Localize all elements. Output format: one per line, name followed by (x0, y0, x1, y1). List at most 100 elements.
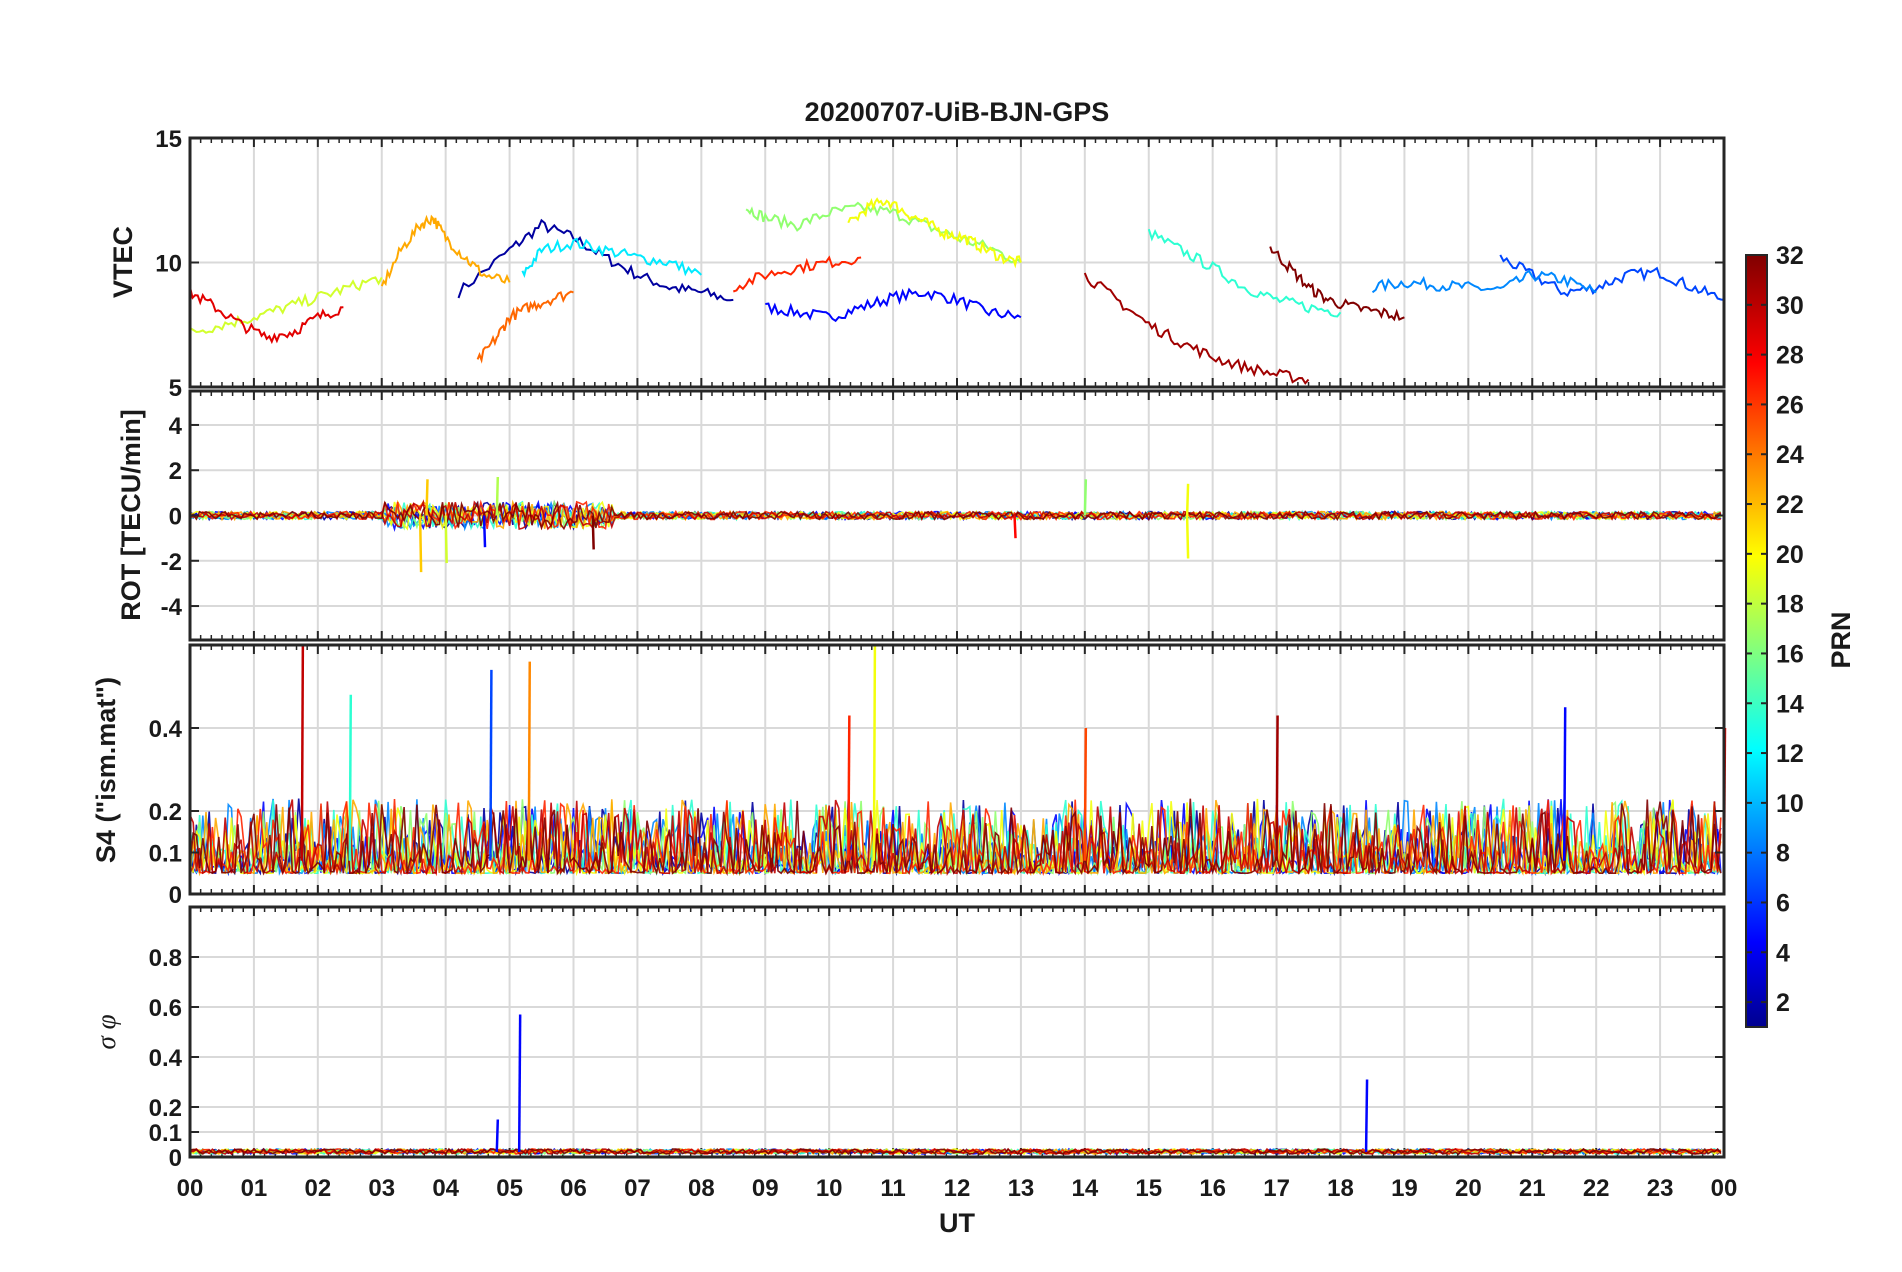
sigma-phi-spike (495, 1119, 500, 1153)
rot-ytick-layer: -4 -2 0 2 4 (161, 413, 1724, 621)
s4-peak (1562, 707, 1567, 861)
x-tick-label: 05 (496, 1175, 523, 1202)
vtec-series-prn-2 (457, 218, 734, 302)
noise-trace-prn-32 (189, 798, 1722, 876)
rot-spike (425, 479, 429, 516)
y-tick-label: 0.4 (149, 1045, 183, 1072)
x-tick-label: 00 (1711, 1175, 1738, 1202)
vtec-series-prn-19 (189, 276, 383, 334)
colorbar-tick-label: 20 (1776, 541, 1804, 569)
sigma-phi-ytick-layer: 00.10.2 0.4 0.6 0.8 (149, 945, 1724, 1172)
vtec-ytick-layer: 5 10 15 (155, 126, 1724, 402)
noise-layer (189, 1147, 1722, 1156)
vtec-series-prn-25 (476, 290, 574, 364)
y-tick-label: 0.2 (149, 799, 182, 826)
colorbar-tick-label: 4 (1776, 939, 1790, 967)
s4-peak (300, 644, 305, 861)
rot-spike (418, 515, 423, 573)
rot-spike (1185, 483, 1190, 516)
x-tick-label: 13 (1008, 1175, 1035, 1202)
x-tick-label: 07 (624, 1175, 651, 1202)
colorbar-tick-label: 2 (1776, 989, 1790, 1017)
rot-spike (591, 515, 595, 550)
y-tick-label: 0.1 (149, 841, 182, 868)
y-tick-label: 4 (169, 413, 183, 440)
noise-trace-prn-32 (189, 1147, 1722, 1156)
s4-peak (348, 694, 353, 861)
noise-layer (189, 798, 1722, 877)
s4-peak (1083, 727, 1088, 861)
x-tick-label: 08 (688, 1175, 715, 1202)
sigma-phi-axes-box (188, 905, 1726, 1159)
rot-spike (444, 515, 448, 564)
rot-spike (1083, 479, 1088, 516)
sigma-phi-panel: 00.10.2 0.4 0.6 0.8 σ φ (91, 905, 1726, 1172)
y-tick-label: 0.2 (149, 1095, 182, 1122)
s4-series-layer (189, 644, 1727, 877)
colorbar-tick-label: 18 (1776, 591, 1804, 619)
s4-peak (1275, 715, 1279, 861)
s4-peak (527, 661, 532, 861)
x-tick-label: 22 (1583, 1175, 1610, 1202)
colorbar-tick-label: 12 (1776, 740, 1804, 768)
vtec-series-prn-31 (1083, 272, 1310, 385)
sigma-phi-ylabel: σ φ (91, 1014, 121, 1049)
x-tick-label: 21 (1519, 1175, 1546, 1202)
x-tick-label: 02 (304, 1175, 331, 1202)
x-tick-label: 11 (880, 1175, 905, 1202)
x-tick-label: 00 (177, 1175, 204, 1202)
y-tick-label: -4 (161, 594, 183, 621)
colorbar-tick-label: 22 (1776, 491, 1804, 519)
colorbar-gradient (1745, 254, 1768, 1028)
x-tick-labels: 00 01 02 03 04 05 06 07 08 09 10 11 12 13 14 15 16 17 18 19… (177, 1175, 1738, 1202)
vtec-series-prn-20 (847, 197, 1022, 269)
vtec-series-prn-9 (1371, 269, 1597, 294)
x-tick-label: 03 (368, 1175, 395, 1202)
x-tick-label: 15 (1135, 1175, 1162, 1202)
colorbar-tick-label: 10 (1776, 790, 1804, 818)
x-tick-label: 18 (1327, 1175, 1354, 1202)
rot-ylabel: ROT [TECU/min] (116, 409, 146, 620)
colorbar-tick-label: 6 (1776, 889, 1790, 917)
s4-peak (847, 715, 851, 861)
x-tick-label: 06 (560, 1175, 587, 1202)
vtec-series-prn-32 (1269, 246, 1405, 322)
x-tick-label: 10 (816, 1175, 843, 1202)
sigma-phi-spike (517, 1014, 522, 1153)
sigma-phi-spike (1364, 1079, 1369, 1153)
y-tick-label: 0.8 (149, 945, 182, 972)
colorbar-label: PRN (1826, 611, 1856, 668)
s4-ylabel: S4 ("ism.mat") (91, 677, 121, 863)
s4-peak (872, 644, 877, 861)
noise-trace-prn-14 (189, 798, 1721, 877)
y-tick-label: 0.6 (149, 995, 182, 1022)
x-tick-label: 09 (752, 1175, 779, 1202)
y-tick-label: 2 (169, 458, 182, 485)
x-tick-label: 17 (1263, 1175, 1290, 1202)
s4-peak (489, 669, 493, 861)
y-tick-label: 0.4 (149, 716, 183, 743)
vtec-ylabel: VTEC (108, 226, 138, 298)
y-tick-label: 10 (155, 251, 182, 278)
y-tick-label: 0 (169, 882, 182, 909)
vtec-series-prn-14 (1147, 228, 1342, 318)
vtec-series-prn-12 (521, 237, 702, 278)
y-tick-label: 15 (155, 126, 182, 153)
rot-spike (495, 476, 500, 516)
s4-axes-box (188, 643, 1726, 896)
colorbar-tick-label: 16 (1776, 640, 1804, 668)
colorbar-tick-label: 8 (1776, 840, 1790, 868)
x-axis-label: UT (939, 1208, 975, 1238)
s4-panel: 0 0.1 0.2 0.4 S4 ("ism.mat") (91, 643, 1727, 909)
y-tick-label: -2 (161, 549, 182, 576)
colorbar-tick-label: 32 (1776, 242, 1804, 270)
colorbar-tick-label: 30 (1776, 292, 1804, 320)
vtec-series-prn-23 (380, 214, 511, 287)
y-tick-label: 0.1 (149, 1120, 182, 1147)
x-tick-label: 19 (1391, 1175, 1418, 1202)
vtec-series-layer (189, 197, 1725, 385)
s4-ytick-layer: 0 0.1 0.2 0.4 (149, 716, 1724, 909)
